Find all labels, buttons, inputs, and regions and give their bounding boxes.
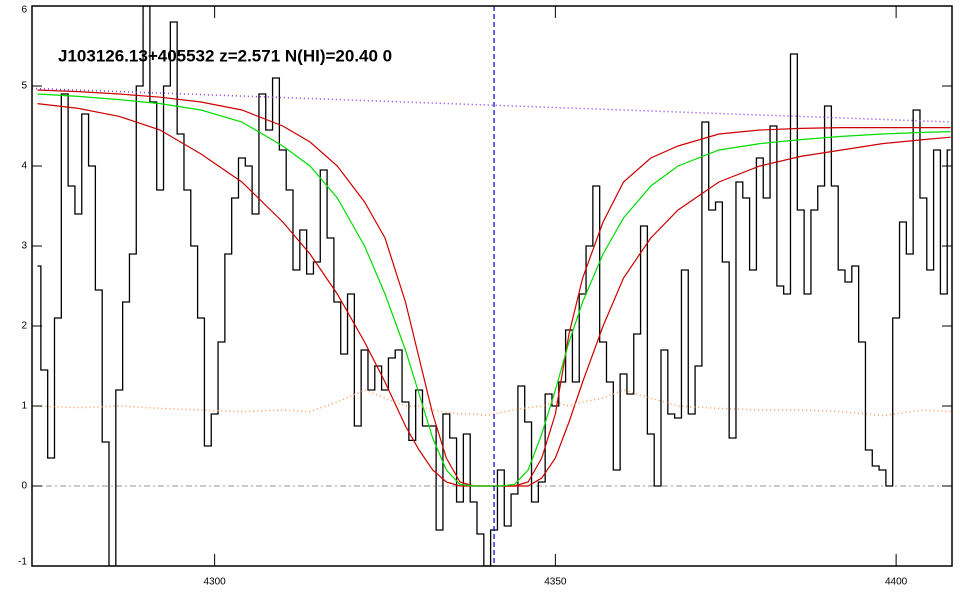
plot-frame	[31, 5, 953, 567]
axes: -1 0 1 2 3 4 5 6 4300 4350 4400	[18, 5, 952, 588]
y-tick-label: 6	[21, 5, 27, 16]
x-tick-label: 4300	[204, 577, 227, 588]
y-tick-label: 5	[21, 81, 27, 92]
y-tick-label: 0	[21, 481, 27, 492]
y-tick-label: 1	[21, 401, 27, 412]
y-tick-label: 4	[21, 161, 27, 172]
plot-area	[32, 6, 952, 566]
y-tick-label: -1	[18, 557, 27, 568]
chart-title: J103126.13+405532 z=2.571 N(HI)=20.40 0	[58, 46, 392, 65]
series-line	[37, 6, 951, 566]
x-tick-label: 4350	[544, 577, 567, 588]
y-tick-label: 2	[21, 321, 27, 332]
y-tick-label: 3	[21, 241, 27, 252]
series-line	[32, 87, 952, 123]
x-tick-label: 4400	[885, 577, 908, 588]
